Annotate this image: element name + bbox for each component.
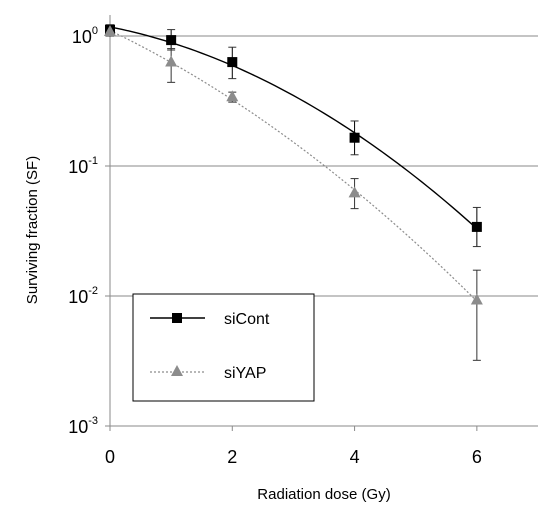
y-tick-label: 10-2 [68,285,98,307]
data-point-siCont [349,132,360,143]
y-tick-exponent: 0 [92,25,98,37]
y-tick-exponent: -1 [88,155,98,167]
y-tick-exponent: -2 [88,285,98,297]
data-markers [104,24,483,305]
fit-curve-siCont [109,26,478,230]
x-tick-label: 0 [105,447,115,467]
data-point-siYAP [165,55,178,67]
y-tick-base: 10 [68,417,88,437]
y-tick-base: 10 [68,157,88,177]
y-tick-base: 10 [68,287,88,307]
data-point-siCont [471,221,482,232]
legend-marker-siCont [172,313,182,323]
data-point-siYAP [104,25,116,37]
x-tick-label: 2 [227,447,237,467]
x-tick-label: 4 [350,447,360,467]
legend-label-siYAP: siYAP [224,365,266,382]
y-tick-base: 10 [72,27,92,47]
data-point-siYAP [348,186,361,198]
legend: siCont siYAP [132,293,315,402]
data-point-siYAP [226,90,239,102]
y-tick-exponent: -3 [88,415,98,427]
data-point-siCont [166,35,177,46]
y-tick-label: 10-1 [68,155,98,177]
fit-curves [109,26,478,302]
y-tick-label: 10-3 [68,415,98,437]
x-tick-label: 6 [472,447,482,467]
data-point-siCont [227,57,238,68]
y-tick-label: 100 [72,25,98,47]
legend-marker-siYAP [171,365,183,376]
data-point-siYAP [470,293,483,305]
x-axis-title: Radiation dose (Gy) [257,486,390,503]
legend-label-siCont: siCont [224,311,270,328]
legend-box [132,293,315,402]
y-axis-title: Surviving fraction (SF) [24,156,41,304]
